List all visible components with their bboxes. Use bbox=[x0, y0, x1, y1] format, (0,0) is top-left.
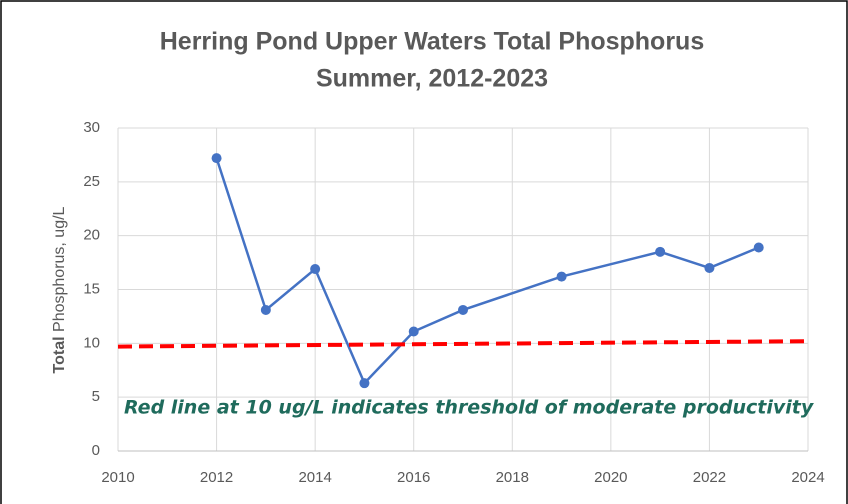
data-line bbox=[215, 157, 760, 386]
data-point bbox=[310, 264, 321, 275]
x-tick-label: 2014 bbox=[298, 469, 331, 486]
y-tick-label: 25 bbox=[83, 173, 100, 190]
data-point bbox=[655, 246, 666, 257]
y-tick-label: 15 bbox=[83, 280, 100, 297]
data-point bbox=[211, 153, 222, 164]
y-tick-label: 0 bbox=[92, 442, 100, 459]
chart-subtitle: Summer, 2012-2023 bbox=[316, 65, 548, 93]
data-point bbox=[753, 242, 764, 253]
data-point bbox=[458, 304, 468, 315]
chart-title: Herring Pond Upper Waters Total Phosphor… bbox=[160, 28, 704, 56]
y-axis-label-bold: Total bbox=[51, 336, 68, 373]
x-tick-label: 2022 bbox=[693, 469, 726, 486]
x-tick-label: 2012 bbox=[200, 469, 233, 486]
y-axis-label-rest: Phosphorus, ug/L bbox=[51, 206, 68, 332]
data-point bbox=[556, 271, 567, 282]
y-tick-label: 30 bbox=[83, 119, 100, 136]
y-tick-label: 5 bbox=[92, 388, 100, 405]
data-point bbox=[260, 304, 271, 315]
x-tick-label: 2020 bbox=[594, 469, 627, 486]
x-tick-label: 2010 bbox=[101, 469, 134, 486]
data-point bbox=[704, 262, 715, 273]
y-tick-label: 10 bbox=[83, 334, 100, 351]
annotation: Red line at 10 ug/L indicates threshold … bbox=[124, 397, 815, 419]
y-tick-label: 20 bbox=[83, 227, 100, 244]
threshold-line bbox=[117, 339, 809, 349]
x-tick-label: 2016 bbox=[397, 469, 430, 486]
x-tick-label: 2018 bbox=[496, 469, 529, 486]
x-tick-label: 2024 bbox=[791, 469, 824, 486]
y-axis-label: Total Phosphorus, ug/L bbox=[51, 206, 68, 373]
data-point bbox=[408, 326, 419, 337]
data-point bbox=[359, 378, 370, 389]
